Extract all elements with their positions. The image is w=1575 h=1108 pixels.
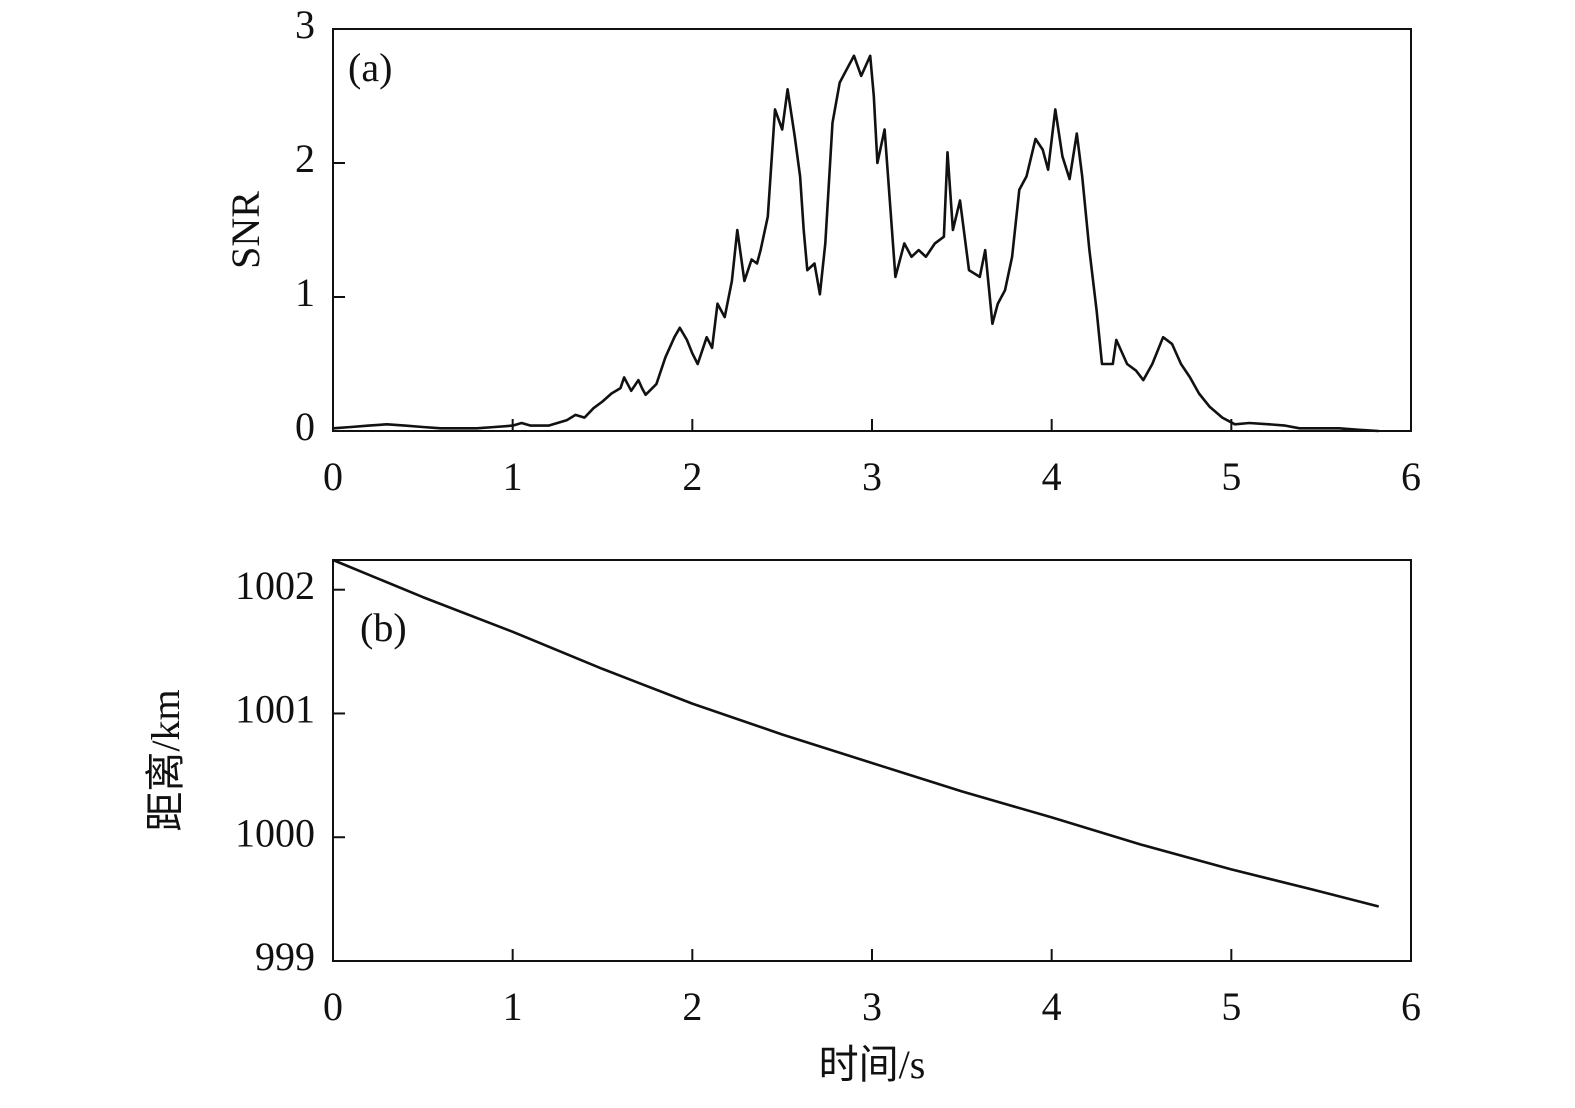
x-tick-label: 2 — [682, 984, 702, 1029]
y-tick-label: 2 — [295, 136, 315, 181]
x-tick-label: 3 — [862, 984, 882, 1029]
x-tick-label: 1 — [503, 454, 523, 499]
panel-label: (a) — [348, 45, 392, 90]
y-tick-label: 1001 — [235, 687, 315, 732]
panel-label: (b) — [360, 605, 407, 650]
x-tick-label: 6 — [1401, 984, 1421, 1029]
y-tick-label: 999 — [255, 934, 315, 979]
y-axis-title: 距离/km — [143, 689, 188, 831]
y-tick-label: 1 — [295, 270, 315, 315]
x-tick-label: 5 — [1221, 984, 1241, 1029]
data-line — [332, 558, 1380, 908]
y-tick-label: 1002 — [235, 563, 315, 608]
x-tick-label: 4 — [1042, 454, 1062, 499]
data-line — [332, 54, 1379, 433]
x-tick-label: 0 — [323, 454, 343, 499]
x-tick-label: 5 — [1221, 454, 1241, 499]
plot-frame — [332, 559, 1412, 962]
y-tick-label: 0 — [295, 404, 315, 449]
x-tick-label: 3 — [862, 454, 882, 499]
x-tick-label: 1 — [503, 984, 523, 1029]
y-tick-label: 1000 — [235, 810, 315, 855]
x-tick-label: 2 — [682, 454, 702, 499]
y-axis-title: SNR — [223, 191, 268, 269]
y-tick-label: 3 — [295, 2, 315, 47]
x-tick-label: 4 — [1042, 984, 1062, 1029]
x-tick-label: 0 — [323, 984, 343, 1029]
x-tick-label: 6 — [1401, 454, 1421, 499]
x-axis-title: 时间/s — [819, 1042, 926, 1087]
